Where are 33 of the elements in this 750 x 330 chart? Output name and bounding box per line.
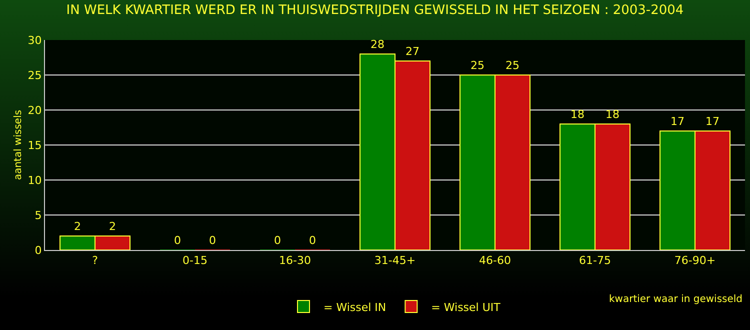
data-label: 0 xyxy=(174,234,181,247)
data-label: 17 xyxy=(670,115,684,128)
y-tick-label: 15 xyxy=(28,138,42,152)
data-label: 18 xyxy=(606,108,620,121)
y-tick-label: 0 xyxy=(34,244,42,257)
x-tick-label: ? xyxy=(92,254,98,268)
x-tick-label: 0-15 xyxy=(182,254,208,268)
data-label: 17 xyxy=(706,115,720,128)
data-label: 28 xyxy=(370,38,384,51)
y-tick-label: 20 xyxy=(28,104,42,117)
x-tick-label: 76-90+ xyxy=(674,254,716,268)
x-axis-title: kwartier waar in gewisseld xyxy=(609,294,743,305)
legend-label: = Wissel UIT xyxy=(431,300,501,314)
data-label: 2 xyxy=(74,220,81,233)
x-tick-label: 61-75 xyxy=(579,254,611,268)
x-tick-label: 46-60 xyxy=(479,254,511,268)
data-label: 0 xyxy=(274,234,281,247)
data-label: 25 xyxy=(506,59,520,72)
data-label: 25 xyxy=(470,59,484,72)
data-label: 27 xyxy=(406,45,420,58)
x-tick-label: 31-45+ xyxy=(374,254,416,268)
y-tick-label: 5 xyxy=(34,208,42,222)
data-label: 2 xyxy=(109,220,116,233)
data-label: 0 xyxy=(209,234,216,247)
x-tick-label: 16-30 xyxy=(279,254,311,268)
y-tick-label: 10 xyxy=(28,174,42,187)
y-tick-label: 25 xyxy=(28,68,42,82)
legend-label: = Wissel IN xyxy=(324,300,386,314)
chart-title: IN WELK KWARTIER WERD ER IN THUISWEDSTRIJDEN GEWISSELD IN HET SEIZOEN : 2003-2004 xyxy=(66,3,684,18)
data-label: 18 xyxy=(570,108,584,121)
y-tick-label: 30 xyxy=(28,34,42,47)
data-label: 0 xyxy=(309,234,316,247)
y-axis-title: aantal wissels xyxy=(12,110,24,180)
